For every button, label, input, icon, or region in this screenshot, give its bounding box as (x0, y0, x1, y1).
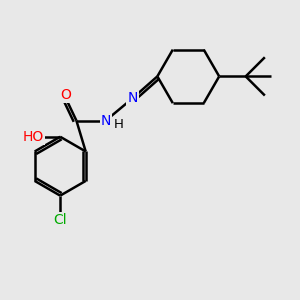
Text: N: N (100, 114, 111, 128)
Text: HO: HO (23, 130, 44, 144)
Text: N: N (127, 92, 137, 106)
Text: H: H (114, 118, 124, 130)
Text: O: O (60, 88, 70, 102)
Text: Cl: Cl (53, 213, 67, 227)
